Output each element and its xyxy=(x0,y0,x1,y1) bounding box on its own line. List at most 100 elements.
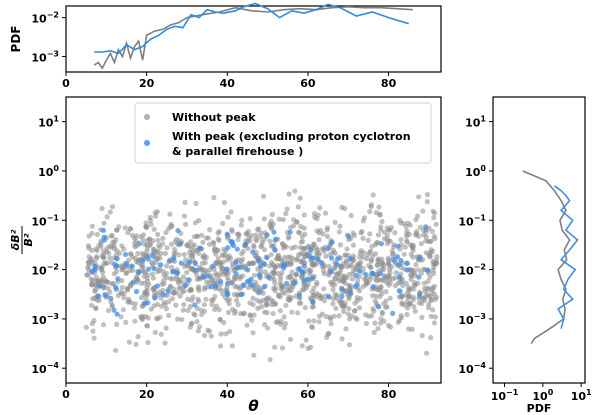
scatter-point xyxy=(118,314,124,320)
scatter-point xyxy=(397,217,403,223)
scatter-point xyxy=(191,234,197,240)
scatter-point xyxy=(228,209,234,215)
scatter-point xyxy=(172,246,178,252)
main-y-tick-label: 10−2 xyxy=(31,263,59,278)
scatter-point xyxy=(253,232,259,238)
scatter-point xyxy=(223,266,229,272)
scatter-point xyxy=(397,288,403,294)
scatter-point xyxy=(242,242,248,248)
scatter-point xyxy=(320,231,326,237)
scatter-point xyxy=(318,293,324,299)
scatter-point xyxy=(376,259,382,265)
scatter-point xyxy=(94,254,100,260)
scatter-point xyxy=(346,233,352,239)
scatter-point xyxy=(247,216,253,222)
scatter-point xyxy=(130,279,136,285)
scatter-point xyxy=(109,233,115,239)
scatter-point xyxy=(125,230,131,236)
scatter-point xyxy=(163,306,170,312)
scatter-point xyxy=(181,302,187,308)
top-y-tick-label: 10−3 xyxy=(31,49,59,64)
scatter-point xyxy=(225,214,231,220)
scatter-point xyxy=(261,284,267,290)
scatter-point xyxy=(368,204,374,210)
scatter-point xyxy=(200,239,206,245)
top-x-tick-label: 60 xyxy=(300,77,316,90)
scatter-point xyxy=(163,270,169,276)
scatter-point xyxy=(377,212,383,218)
scatter-point xyxy=(251,242,257,248)
scatter-point xyxy=(139,251,145,257)
scatter-point xyxy=(424,350,430,356)
scatter-point xyxy=(162,340,168,346)
scatter-point xyxy=(138,295,144,301)
scatter-point xyxy=(217,317,223,323)
scatter-point xyxy=(392,230,398,236)
scatter-point xyxy=(218,287,224,293)
scatter-point xyxy=(289,309,295,315)
scatter-point xyxy=(420,208,426,214)
scatter-point xyxy=(233,271,239,277)
scatter-point xyxy=(255,257,261,264)
scatter-point xyxy=(267,238,273,244)
scatter-point xyxy=(370,192,376,198)
scatter-point xyxy=(165,288,171,294)
top-series-line-1 xyxy=(93,5,413,70)
scatter-point xyxy=(268,252,274,258)
scatter-point xyxy=(194,319,200,325)
scatter-point xyxy=(336,229,342,235)
scatter-point xyxy=(411,304,417,310)
scatter-point xyxy=(264,302,270,308)
scatter-point xyxy=(193,200,199,207)
scatter-point xyxy=(373,210,379,216)
scatter-point xyxy=(113,347,119,353)
scatter-point xyxy=(110,204,116,210)
scatter-point xyxy=(199,311,205,318)
scatter-point xyxy=(363,272,369,278)
scatter-point xyxy=(248,276,254,282)
scatter-point xyxy=(295,229,302,235)
scatter-point xyxy=(285,254,291,260)
scatter-point xyxy=(296,292,302,298)
scatter-point xyxy=(224,231,230,237)
scatter-point xyxy=(133,233,140,239)
scatter-point xyxy=(234,246,240,252)
main-scatter-panel: 0 20 40 60 80 10−4 10−3 10−2 10−1 100 101 θ δB² B² Wit… xyxy=(9,96,442,415)
scatter-point xyxy=(370,306,376,312)
scatter-point xyxy=(121,246,127,252)
scatter-point xyxy=(262,309,268,315)
scatter-point xyxy=(180,307,186,313)
scatter-point xyxy=(423,238,429,244)
scatter-point xyxy=(229,343,235,349)
scatter-point xyxy=(105,285,111,291)
scatter-point xyxy=(211,195,217,201)
scatter-point xyxy=(344,264,350,270)
scatter-point xyxy=(378,316,384,322)
scatter-point xyxy=(218,279,224,285)
scatter-point xyxy=(332,276,339,282)
scatter-point xyxy=(391,244,397,250)
scatter-point xyxy=(101,220,107,226)
scatter-point xyxy=(334,262,340,268)
scatter-point xyxy=(85,272,91,278)
legend-marker-with-peak xyxy=(144,140,150,146)
scatter-point xyxy=(160,278,166,284)
scatter-point xyxy=(129,263,135,269)
scatter-point xyxy=(384,225,390,231)
scatter-point xyxy=(100,274,106,280)
scatter-point xyxy=(294,219,300,225)
scatter-point xyxy=(139,317,145,323)
scatter-point xyxy=(163,263,170,269)
scatter-point xyxy=(150,275,156,281)
scatter-point xyxy=(331,265,337,271)
scatter-point xyxy=(270,310,276,317)
top-pdf-panel: 0 20 40 60 80 10−3 10−2 PDF xyxy=(9,2,442,90)
scatter-point xyxy=(107,209,113,215)
scatter-point xyxy=(164,245,170,251)
scatter-point xyxy=(238,291,244,297)
scatter-point xyxy=(167,211,173,217)
scatter-point xyxy=(425,305,432,311)
scatter-point xyxy=(316,319,322,325)
scatter-point xyxy=(261,216,267,222)
